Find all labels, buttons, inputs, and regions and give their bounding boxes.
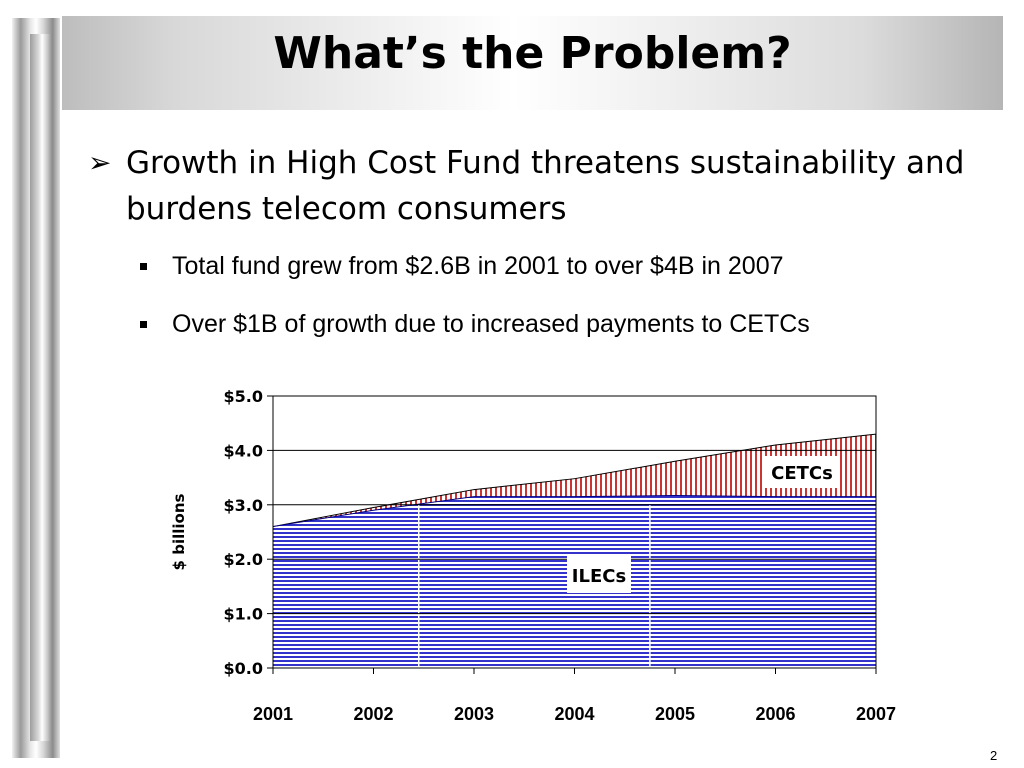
y-tick-label: $5.0 [224,387,263,406]
y-tick-label: $2.0 [224,550,263,569]
series-line-ilecs [272,495,876,528]
y-axis-title: $ billions [170,493,188,570]
label-box-cetcs [765,456,839,488]
page-number: 2 [990,748,998,763]
slide-title: What’s the Problem? [273,28,792,79]
title-banner [62,16,1003,110]
main-bullet-text: Growth in High Cost Fund threatens susta… [126,145,965,227]
square-bullet-icon [140,321,147,328]
x-tick-label: 2001 [253,704,293,724]
sub-bullet-2: Over $1B of growth due to increased paym… [140,310,1000,339]
x-tick-label: 2004 [554,704,594,724]
label-box-ilecs [567,556,631,593]
x-tick-label: 2006 [755,704,795,724]
main-bullet: ➢ Growth in High Cost Fund threatens sus… [88,140,988,232]
series-line-total [272,433,877,528]
y-tick-label: $4.0 [224,441,263,460]
sub-bullet-1: Total fund grew from $2.6B in 2001 to ov… [140,252,1000,281]
y-tick-label: $1.0 [224,605,263,624]
square-bullet-icon [140,263,147,270]
x-tick-label: 2003 [454,704,494,724]
sub-bullet-text: Over $1B of growth due to increased paym… [172,310,810,338]
series-label-ilecs: ILECs [572,566,626,587]
series-label-cetcs: CETCs [771,463,833,484]
x-tick-label: 2005 [655,704,695,724]
sub-bullet-text: Total fund grew from $2.6B in 2001 to ov… [172,252,784,280]
left-decorative-bar-inner [30,34,52,741]
y-tick-label: $3.0 [224,496,263,515]
x-tick-label: 2007 [856,704,896,724]
y-tick-label: $0.0 [224,659,263,678]
x-tick-label: 2002 [353,704,393,724]
arrow-bullet-icon: ➢ [88,146,112,179]
